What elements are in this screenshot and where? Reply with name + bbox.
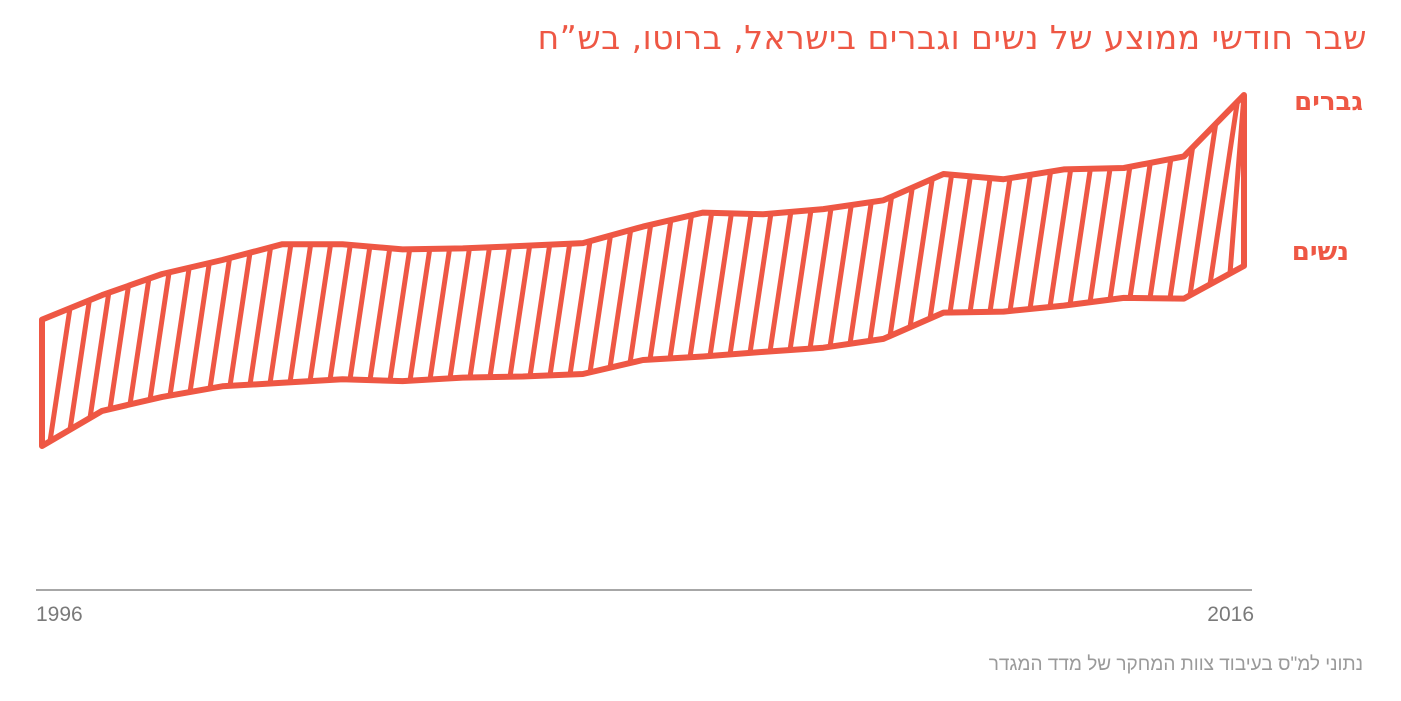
hatch-stroke <box>287 243 314 383</box>
hatch-stroke <box>227 252 253 387</box>
hatch-stroke <box>467 246 492 378</box>
hatch-stroke <box>787 209 814 351</box>
hatch-stroke <box>587 235 613 373</box>
hatch-stroke <box>187 262 212 393</box>
hatch-stroke <box>547 243 573 376</box>
hatch-stroke <box>927 174 955 319</box>
hatch-stroke <box>167 267 192 396</box>
hatch-stroke <box>1047 168 1074 308</box>
hatch-stroke <box>727 213 754 355</box>
hatch-stroke <box>347 246 373 380</box>
hatch-stroke <box>567 240 593 375</box>
series-label-men: גברים <box>1294 87 1363 117</box>
hatch-stroke <box>747 213 774 354</box>
hatch-stroke <box>1207 101 1240 285</box>
hatch-stroke <box>987 177 1013 313</box>
hatch-stroke <box>1107 166 1133 301</box>
gap-hatch-pattern <box>47 94 1247 442</box>
x-tick-label-last: 2016 <box>1207 603 1254 626</box>
hatch-stroke <box>867 196 895 342</box>
hatch-stroke <box>1167 147 1196 299</box>
series-lines <box>39 92 1247 449</box>
hatch-stroke <box>387 248 413 382</box>
hatch-stroke <box>127 278 152 405</box>
hatch-stroke <box>1147 158 1174 299</box>
hatch-stroke <box>807 207 834 350</box>
hatch-stroke <box>427 248 453 380</box>
hatch-stroke <box>1087 167 1113 303</box>
hatch-stroke <box>1187 123 1219 296</box>
hatch-stroke <box>207 257 233 389</box>
hatch-stroke <box>907 178 935 328</box>
hatch-stroke <box>947 175 973 313</box>
hatch-stroke <box>487 246 513 378</box>
hatch-stroke <box>847 201 874 345</box>
hatch-stroke <box>827 204 854 348</box>
hatch-stroke <box>647 219 674 360</box>
chart-title: שבר חודשי ממוצע של נשים וגברים בישראל, ב… <box>537 18 1367 57</box>
source-note: נתוני למ"ס בעיבוד צוות המחקר של מדד המגד… <box>988 654 1363 675</box>
hatch-stroke <box>667 214 694 359</box>
hatch-stroke <box>627 224 654 364</box>
hatch-stroke <box>687 212 715 358</box>
hatch-stroke <box>967 177 993 313</box>
hatch-stroke <box>267 243 294 384</box>
hatch-stroke <box>1027 171 1054 310</box>
hatch-stroke <box>767 211 794 352</box>
series-line-men <box>39 92 1247 323</box>
hatch-stroke <box>107 285 131 410</box>
series-line-women <box>39 262 1247 449</box>
hatch-stroke <box>1067 168 1093 306</box>
hatch-stroke <box>147 272 172 401</box>
hatch-stroke <box>527 244 553 377</box>
hatch-stroke <box>507 245 533 378</box>
x-tick-label-first: 1996 <box>36 603 83 626</box>
hatch-stroke <box>247 246 274 386</box>
hatch-stroke <box>367 247 393 381</box>
hatch-stroke <box>47 307 73 442</box>
hatch-stroke <box>87 292 112 419</box>
hatch-stroke <box>67 299 92 430</box>
hatch-stroke <box>327 244 353 381</box>
hatch-stroke <box>407 248 433 381</box>
hatch-stroke <box>887 187 915 337</box>
hatch-stroke <box>1127 162 1153 299</box>
series-label-women: נשים <box>1292 237 1349 267</box>
hatch-stroke <box>447 247 472 379</box>
hatch-stroke <box>707 213 734 357</box>
hatch-stroke <box>307 243 334 382</box>
hatch-stroke <box>607 229 634 369</box>
hatch-stroke <box>1007 174 1033 312</box>
